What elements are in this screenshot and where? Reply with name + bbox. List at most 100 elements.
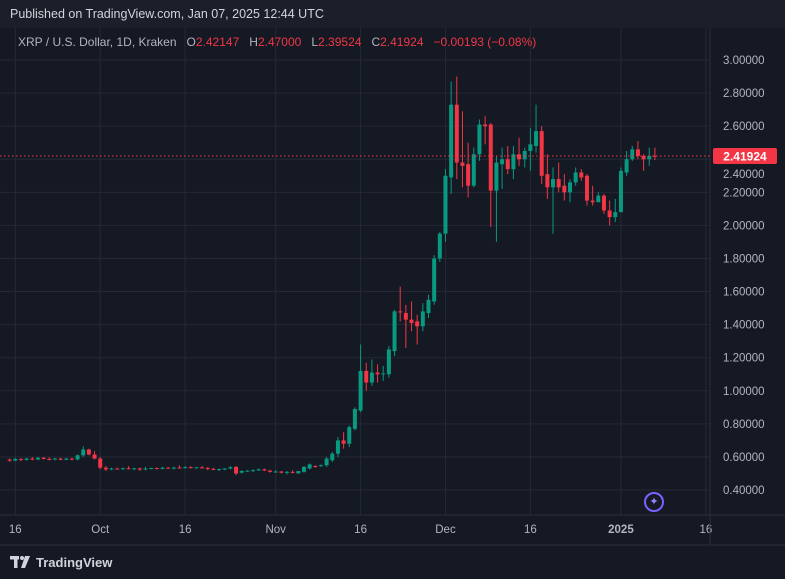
candle-body [183,467,188,469]
x-axis-tick-label: 16 [354,524,367,536]
y-axis-tick-label: 2.00000 [723,220,765,232]
candle-body [324,458,329,466]
candle-body [188,467,193,469]
x-axis-tick-label: 16 [179,524,192,536]
high-value: 2.47000 [257,35,302,49]
candle-body [398,311,403,313]
candle-body [573,172,578,183]
candle-body [64,458,69,460]
y-axis-tick-label: 1.40000 [723,320,765,332]
candle-body [47,458,52,460]
candle-body [149,468,154,470]
candle-body [313,466,318,468]
candle-body [460,162,465,166]
candle-body [222,468,227,470]
footer-logo[interactable]: TradingView [10,553,112,571]
candle-body [103,467,108,470]
candle-body [437,233,442,259]
candle-body [483,124,488,127]
sparkle-icon[interactable]: ✦ [644,492,664,512]
candle-body [517,154,522,160]
candle-body [511,154,516,170]
x-axis-tick-label: 16 [9,524,22,536]
candle-body [7,459,12,461]
candle-body [251,470,256,472]
candle-body [528,144,533,151]
y-axis-tick-label: 1.60000 [723,287,765,299]
candle-body [211,468,216,470]
close-label: C [371,35,381,49]
last-price-label: 2.41924 [723,150,767,164]
candle-body [166,467,171,469]
candle-body [177,467,182,469]
x-axis-tick-label: 2025 [608,524,634,536]
candle-body [652,155,657,157]
candle-body [635,149,640,156]
x-axis-tick-label: Oct [91,524,110,536]
candle-body [262,469,267,471]
candle-body [194,467,199,469]
candle-body [126,468,131,470]
symbol-label[interactable]: XRP / U.S. Dollar, 1D, Kraken [18,35,177,49]
y-axis-tick-label: 3.00000 [723,55,765,67]
candle-body [358,370,363,411]
candle-body [369,372,374,383]
candle-body [256,469,261,471]
candle-body [352,408,357,429]
low-label: L [311,35,319,49]
candle-body [500,159,505,165]
x-axis-tick-label: Dec [435,524,456,536]
candle-body [590,200,595,203]
candle-body [613,212,618,218]
candle-body [551,179,556,188]
candle-body [279,471,284,473]
candle-body [443,175,448,234]
candle-body [392,311,397,352]
y-axis-tick-label: 2.20000 [723,187,765,199]
y-axis-tick-label: 0.80000 [723,419,765,431]
candle-body [228,467,233,469]
y-axis-tick-label: 1.20000 [723,353,765,365]
x-axis-tick-label: 16 [524,524,537,536]
candle-body [364,370,369,383]
candle-body [234,466,239,474]
candle-body [375,372,380,375]
y-axis-tick-label: 2.40000 [723,169,765,181]
candle-body [18,458,23,460]
candle-body [641,155,646,160]
y-axis-tick-label: 1.80000 [723,253,765,265]
candle-body [120,468,125,470]
candle-body [579,172,584,178]
candle-body [137,468,142,470]
y-axis-tick-label: 1.00000 [723,386,765,398]
candle-body [245,470,250,472]
candle-body [217,469,222,471]
candle-body [92,454,97,459]
candle-body [607,210,612,218]
candle-body [13,458,18,461]
candle-body [273,471,278,473]
candle-body [562,185,567,193]
candle-body [30,458,35,460]
candle-body [86,449,91,455]
candle-body [200,467,205,469]
candle-body [81,449,86,456]
candle-body [330,453,335,461]
candle-body [268,470,273,472]
candle-body [296,471,301,474]
x-axis-tick-label: Nov [265,524,286,536]
candle-body [52,458,57,460]
candle-body [584,175,589,201]
candle-body [132,468,137,470]
candle-body [160,467,165,469]
candle-body [630,149,635,160]
candle-body [415,321,420,327]
close-value: 2.41924 [380,35,424,49]
candle-body [454,104,459,163]
open-label: O [186,35,196,49]
candle-body [426,299,431,314]
candle-body [556,179,561,188]
candle-body [488,124,493,191]
candle-body [58,458,63,460]
